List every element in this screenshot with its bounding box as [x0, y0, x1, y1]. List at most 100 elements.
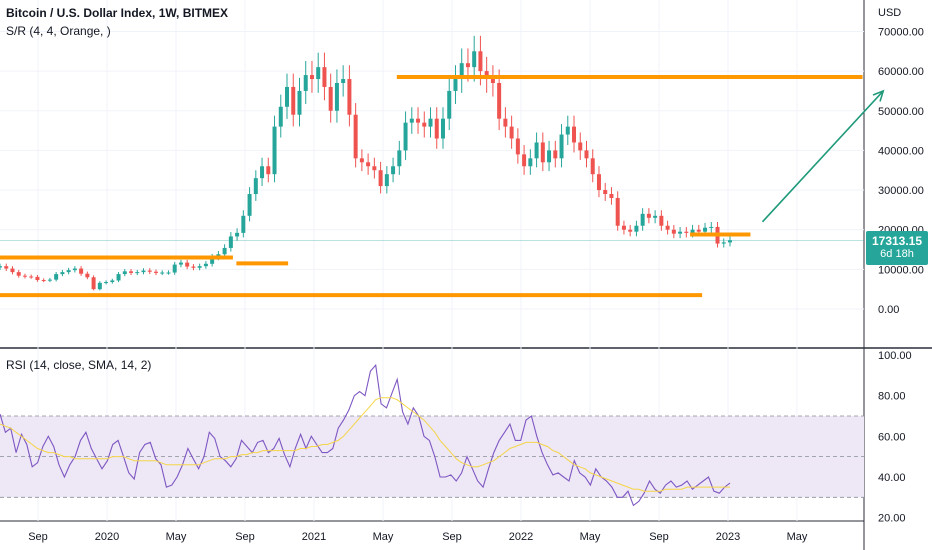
candle-body	[572, 126, 577, 143]
sr-indicator-label[interactable]: S/R (4, 4, Orange, )	[6, 24, 111, 38]
chart-title: Bitcoin / U.S. Dollar Index, 1W, BITMEX	[6, 6, 229, 20]
candle-body	[210, 257, 215, 264]
candle-body	[728, 240, 732, 243]
time-tick-label: May	[580, 531, 601, 543]
rsi-tick-label: 100.00	[878, 350, 912, 362]
candle-body	[372, 166, 377, 171]
candle-body	[203, 263, 208, 267]
candle-body	[228, 236, 233, 248]
candle-body	[178, 262, 183, 265]
candle-body	[116, 274, 121, 281]
candle-body	[659, 215, 664, 226]
candle-body	[590, 158, 595, 175]
candle-body	[72, 268, 77, 271]
candle-body	[160, 272, 165, 274]
candle-body	[222, 247, 227, 255]
current-price-tag: 17313.15 6d 18h	[866, 231, 928, 265]
candle-body	[285, 86, 290, 107]
candle-body	[172, 264, 177, 273]
price-axis-unit: USD	[878, 7, 901, 19]
candle-body	[147, 270, 152, 272]
candle-body	[547, 150, 552, 163]
candle-body	[241, 215, 246, 233]
rsi-tick-label: 40.00	[878, 472, 906, 484]
candle-body	[266, 166, 271, 175]
rsi-indicator-label[interactable]: RSI (14, close, SMA, 14, 2)	[6, 358, 152, 372]
candle-body	[490, 79, 495, 83]
candle-body	[54, 274, 59, 280]
candle-body	[0, 266, 2, 268]
candle-body	[434, 118, 439, 139]
time-tick-label: May	[787, 531, 808, 543]
candle-body	[91, 277, 96, 290]
candle-body	[509, 126, 514, 139]
candle-body	[278, 106, 283, 127]
candle-body	[4, 266, 9, 269]
candle-body	[309, 75, 314, 80]
candle-body	[621, 225, 626, 230]
candle-body	[397, 150, 402, 167]
time-tick-label: Sep	[28, 531, 48, 543]
candle-body	[428, 118, 433, 127]
rsi-tick-label: 60.00	[878, 431, 906, 443]
candle-body	[66, 270, 71, 273]
candle-body	[403, 122, 408, 151]
time-tick-label: Sep	[649, 531, 669, 543]
candle-body	[453, 79, 458, 91]
candle-body	[247, 194, 252, 216]
time-tick-label: Sep	[442, 531, 462, 543]
candle-body	[29, 276, 34, 278]
candle-body	[440, 118, 445, 139]
candle-body	[135, 272, 140, 274]
candle-body	[596, 174, 601, 191]
price-tick-label: 30000.00	[878, 185, 924, 197]
candle-body	[578, 142, 583, 151]
candle-body	[690, 229, 695, 233]
candle-body	[97, 282, 102, 290]
rsi-tick-label: 80.00	[878, 391, 906, 403]
candle-body	[253, 178, 258, 195]
candle-body	[35, 276, 40, 281]
time-tick-label: 2020	[95, 531, 119, 543]
price-tick-label: 40000.00	[878, 145, 924, 157]
candle-body	[191, 266, 196, 268]
candle-countdown: 6d 18h	[880, 248, 914, 260]
candle-body	[628, 229, 633, 232]
candle-body	[341, 79, 346, 83]
price-tick-label: 10000.00	[878, 264, 924, 276]
candle-body	[141, 270, 146, 273]
candle-body	[316, 67, 321, 80]
candle-body	[384, 174, 389, 187]
projection-arrow-head	[872, 89, 885, 102]
candle-body	[703, 227, 708, 232]
candle-body	[185, 262, 190, 267]
candle-body	[534, 142, 539, 159]
candle-body	[272, 126, 277, 175]
candle-body	[347, 79, 352, 115]
candle-body	[10, 268, 15, 273]
candle-body	[653, 215, 658, 218]
candle-body	[472, 51, 477, 68]
candle-body	[465, 63, 470, 68]
candle-body	[678, 231, 683, 234]
candle-body	[60, 272, 65, 275]
candle-body	[79, 268, 84, 274]
candle-body	[615, 197, 620, 226]
price-tick-label: 60000.00	[878, 66, 924, 78]
candle-body	[540, 142, 545, 163]
candle-body	[503, 118, 508, 127]
candle-body	[260, 166, 265, 179]
time-tick-label: 2022	[509, 531, 533, 543]
time-tick-label: 2021	[302, 531, 326, 543]
projection-arrow	[761, 90, 884, 223]
rsi-tick-label: 20.00	[878, 513, 906, 525]
candle-body	[646, 213, 651, 218]
candle-body	[322, 67, 327, 87]
candle-body	[696, 229, 701, 232]
candle-body	[297, 90, 302, 115]
candle-body	[634, 225, 639, 232]
candle-body	[41, 280, 46, 282]
candle-body	[559, 134, 564, 159]
time-tick-label: Sep	[235, 531, 255, 543]
